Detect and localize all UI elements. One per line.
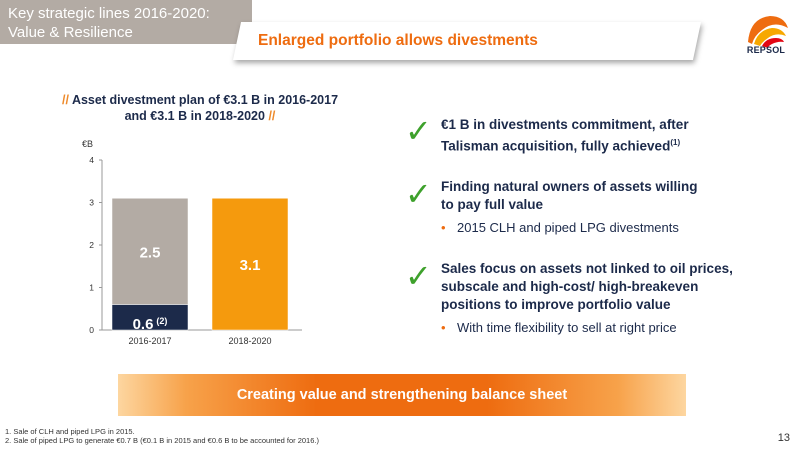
bottom-banner: Creating value and strengthening balance… [118, 374, 686, 416]
check-icon: ✓ [405, 175, 432, 213]
bullet-3-sub-item: • With time flexibility to sell at right… [441, 320, 733, 335]
bullet-dot: • [441, 320, 446, 335]
header-title-line-2: Value & Resilience [8, 24, 133, 41]
footnote-1: 1. Sale of CLH and piped LPG in 2015. [5, 427, 135, 436]
bullet-3-heading-line-2: subscale and high-cost/ high-breakeven [441, 279, 699, 294]
y-tick-label: 4 [89, 155, 94, 165]
x-tick-label: 2018-2020 [228, 336, 271, 346]
bullet-1-footnote-ref: (1) [670, 138, 681, 147]
chart-title-slashes-open: // [61, 93, 69, 107]
data-label-footnote-ref: (2) [156, 316, 167, 326]
bullet-dot: • [441, 220, 446, 235]
banner-title: Enlarged portfolio allows divestments [258, 32, 538, 49]
bullet-3-heading-line-3: positions to improve portfolio value [441, 297, 671, 312]
bullet-2-heading-line-2: to pay full value [441, 197, 544, 212]
chart-title-slashes-close: // [268, 109, 276, 123]
page-number: 13 [777, 432, 790, 444]
check-icon: ✓ [405, 257, 432, 295]
bullet-2-sub-item: • 2015 CLH and piped LPG divestments [441, 220, 698, 235]
bullet-3-heading-line-1: Sales focus on assets not linked to oil … [441, 261, 733, 276]
bullet-1: €1 B in divestments commitment, after Ta… [441, 116, 689, 156]
repsol-logo-text: REPSOL [746, 45, 786, 55]
chart-title: // Asset divestment plan of €3.1 B in 20… [30, 92, 370, 124]
check-icon: ✓ [405, 112, 432, 150]
footnote-2: 2. Sale of piped LPG to generate €0.7 B … [5, 436, 319, 445]
bullet-1-heading: €1 B in divestments commitment, after Ta… [441, 116, 689, 156]
y-tick-label: 3 [89, 198, 94, 208]
bar-segment [211, 198, 289, 331]
y-tick-label: 2 [89, 240, 94, 250]
bullet-1-heading-line-1: €1 B in divestments commitment, after [441, 117, 689, 132]
chart-title-line-1: Asset divestment plan of €3.1 B in 2016-… [71, 93, 339, 107]
repsol-logo-icon [748, 16, 788, 48]
data-label: 2.5 [140, 244, 161, 261]
bullet-3-sub-text: With time flexibility to sell at right p… [457, 320, 677, 335]
data-label: 3.1 [240, 257, 261, 274]
header-title-line-1: Key strategic lines 2016-2020: [8, 5, 210, 22]
section-header: Key strategic lines 2016-2020: Value & R… [0, 0, 252, 44]
bullet-2: Finding natural owners of assets willing… [441, 178, 698, 235]
bullet-1-heading-line-2: Talisman acquisition, fully achieved [441, 138, 671, 154]
bar-segment [111, 198, 189, 305]
bullet-3: Sales focus on assets not linked to oil … [441, 260, 733, 335]
x-tick-label: 2016-2017 [128, 336, 171, 346]
y-tick-label: 0 [89, 325, 94, 335]
chart-title-line-2: and €3.1 B in 2018-2020 [124, 109, 265, 123]
footnotes: 1. Sale of CLH and piped LPG in 2015. 2.… [5, 427, 319, 445]
y-tick-label: 1 [89, 283, 94, 293]
bullet-3-heading: Sales focus on assets not linked to oil … [441, 260, 733, 314]
bullet-2-heading-line-1: Finding natural owners of assets willing [441, 179, 698, 194]
bullet-2-sub-text: 2015 CLH and piped LPG divestments [457, 220, 679, 235]
bullet-2-heading: Finding natural owners of assets willing… [441, 178, 698, 214]
y-axis-unit: €B [82, 139, 94, 149]
